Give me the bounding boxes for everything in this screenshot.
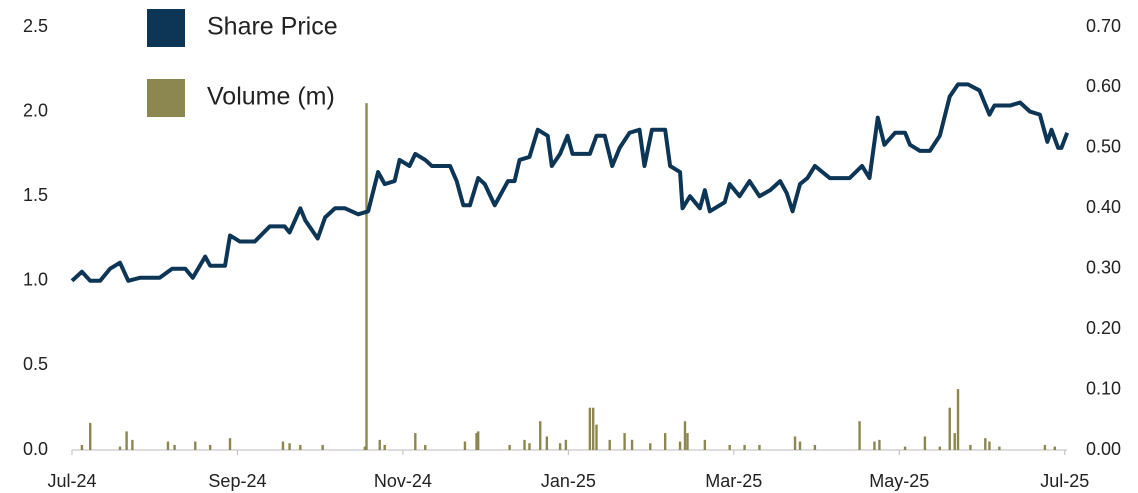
volume-bar xyxy=(1043,444,1047,450)
volume-bar xyxy=(1053,446,1056,450)
volume-bar xyxy=(118,446,122,450)
y-tick-label: 1.0 xyxy=(23,270,48,290)
x-tick-label: Jan-25 xyxy=(541,471,596,491)
volume-bar xyxy=(595,424,598,450)
x-tick-label: Jul-25 xyxy=(1040,471,1089,491)
volume-bar xyxy=(508,444,511,450)
volume-bar xyxy=(923,436,927,450)
legend-label: Volume (m) xyxy=(207,83,335,111)
volume-bar xyxy=(948,407,951,450)
volume-bar xyxy=(758,444,761,450)
volume-bar xyxy=(378,439,381,450)
y2-tick-label: 0.50 xyxy=(1086,137,1121,157)
volume-bar xyxy=(365,103,368,450)
volume-bar xyxy=(649,443,652,450)
volume-bar xyxy=(998,446,1001,450)
volume-bar xyxy=(591,407,595,450)
y2-tick-label: 0.40 xyxy=(1086,197,1121,217)
volume-bar xyxy=(288,443,291,450)
volume-bar xyxy=(528,443,531,450)
volume-bar xyxy=(194,441,197,450)
x-tick-label: Jul-24 xyxy=(47,471,96,491)
volume-bar xyxy=(903,446,907,450)
x-tick-label: Nov-24 xyxy=(374,471,432,491)
volume-bar xyxy=(558,443,562,450)
volume-bar xyxy=(475,433,478,450)
y-tick-label: 1.5 xyxy=(23,185,48,205)
volume-bar xyxy=(363,446,367,450)
volume-bar xyxy=(953,433,956,450)
volume-bar xyxy=(476,431,480,450)
legend-swatch xyxy=(147,9,185,47)
volume-bar xyxy=(623,433,626,450)
y-tick-label: 0.5 xyxy=(23,354,48,374)
volume-bar xyxy=(80,444,84,450)
y-tick-label: 2.5 xyxy=(23,16,48,36)
volume-bar xyxy=(873,441,876,450)
volume-bar xyxy=(686,433,689,450)
volume-bar xyxy=(281,441,285,450)
y-tick-label: 0.0 xyxy=(23,439,48,459)
legend-swatch xyxy=(147,79,185,117)
volume-bar xyxy=(539,421,542,450)
volume-bar xyxy=(166,441,170,450)
volume-bar xyxy=(728,444,731,450)
volume-bar xyxy=(988,441,991,450)
volume-bar xyxy=(89,422,92,450)
y2-tick-label: 0.10 xyxy=(1086,378,1121,398)
volume-bar xyxy=(208,444,212,450)
y2-tick-label: 0.70 xyxy=(1086,16,1121,36)
volume-bar xyxy=(125,431,128,450)
y2-tick-label: 0.00 xyxy=(1086,439,1121,459)
volume-bar xyxy=(564,439,568,450)
volume-bar xyxy=(956,389,960,450)
volume-bar xyxy=(299,444,302,450)
price-line xyxy=(70,82,1070,283)
y2-tick-label: 0.30 xyxy=(1086,257,1121,277)
volume-bar xyxy=(743,444,746,450)
x-tick-label: May-25 xyxy=(869,471,929,491)
volume-bar xyxy=(228,438,232,450)
volume-bar xyxy=(703,439,707,450)
volume-bar xyxy=(969,444,972,450)
volume-bar xyxy=(414,433,417,450)
volume-bar xyxy=(793,436,797,450)
volume-bar xyxy=(630,439,634,450)
x-tick-label: Sep-24 xyxy=(208,471,266,491)
volume-bar xyxy=(321,444,324,450)
volume-bar xyxy=(608,439,611,450)
volume-bar xyxy=(545,436,549,450)
volume-bar xyxy=(523,439,526,450)
volume-bar xyxy=(813,444,817,450)
volume-bar xyxy=(424,444,427,450)
y2-tick-label: 0.60 xyxy=(1086,76,1121,96)
volume-bar xyxy=(131,439,134,450)
volume-bar xyxy=(878,439,881,450)
volume-bar xyxy=(938,446,942,450)
x-tick-label: Mar-25 xyxy=(705,471,762,491)
volume-bar xyxy=(663,433,667,450)
y2-tick-label: 0.20 xyxy=(1086,318,1121,338)
volume-bar xyxy=(383,444,386,450)
volume-bar xyxy=(678,441,682,450)
y-tick-label: 2.0 xyxy=(23,100,48,120)
volume-bar xyxy=(798,441,802,450)
volume-bar xyxy=(984,438,987,450)
legend-label: Share Price xyxy=(207,13,338,41)
volume-bar xyxy=(173,444,176,450)
volume-bar xyxy=(588,407,592,450)
volume-bar xyxy=(463,441,467,450)
volume-bar xyxy=(683,421,687,450)
volume-bar xyxy=(858,421,861,450)
